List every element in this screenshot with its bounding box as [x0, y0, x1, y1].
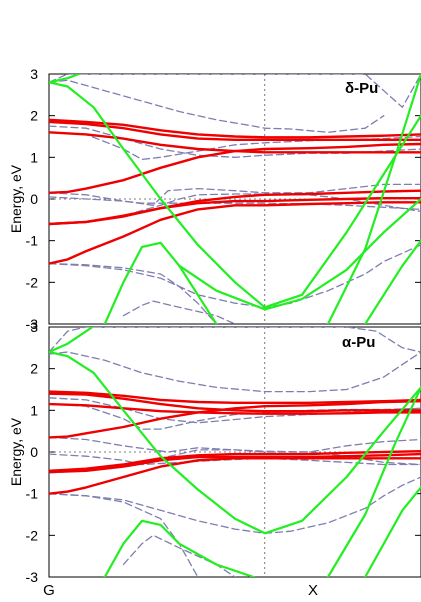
y-tick-label: -3 [26, 316, 39, 332]
band-line-dashed [49, 476, 421, 534]
band-line-green [103, 519, 255, 577]
band-line-red [49, 457, 421, 495]
y-tick-label: 3 [30, 66, 38, 82]
band-line-dashed [49, 327, 421, 353]
band-line-dashed [49, 436, 421, 453]
y-tick-label: 0 [30, 191, 38, 207]
band-line-dashed [49, 183, 421, 206]
y-tick-label: 2 [30, 361, 38, 377]
band-line-dashed [49, 351, 421, 393]
band-line-red [49, 402, 421, 415]
band-line-red [49, 201, 421, 265]
band-line-dashed [122, 534, 236, 577]
y-tick-label: 3 [30, 319, 38, 335]
band-line-green [49, 81, 421, 309]
y-tick-label: 2 [30, 108, 38, 124]
y-tick-label: -3 [26, 569, 39, 585]
delta-pu-panel: -3 -2 -1 0 1 2 3 δ-Pu Energy, eV [8, 66, 421, 332]
band-line-dashed [49, 493, 199, 577]
band-line-dashed [49, 397, 421, 424]
y-tick-label: -2 [26, 527, 39, 543]
band-line-red [49, 118, 421, 139]
band-line-green [178, 264, 218, 324]
band-line-red [49, 142, 421, 194]
band-line-green [364, 239, 421, 324]
band-line-red [49, 400, 421, 439]
band-line-green [103, 197, 421, 324]
y-tick-label: 0 [30, 444, 38, 460]
panel-title-alpha-pu: α-Pu [342, 334, 375, 351]
band-line-dashed [122, 300, 236, 324]
band-line-dashed [49, 79, 385, 133]
band-line-green [364, 486, 421, 577]
band-line-red [49, 450, 421, 472]
band-line-dashed [49, 262, 218, 324]
band-line-red [49, 197, 421, 226]
band-line-green [49, 74, 81, 84]
bands-layer [49, 74, 421, 324]
y-tick-label: -1 [26, 233, 39, 249]
band-line-green [326, 386, 421, 577]
band-line-red [49, 452, 421, 474]
band-line-green [326, 74, 421, 324]
panel-title-delta-pu: δ-Pu [345, 80, 378, 97]
bands-layer [49, 327, 421, 577]
band-line-red [49, 392, 421, 413]
band-line-green [49, 327, 95, 354]
y-tick-label: -2 [26, 274, 39, 290]
y-tick-label: -1 [26, 486, 39, 502]
x-tick-label-g: G [43, 582, 55, 599]
band-line-green [49, 350, 421, 535]
x-tick-label-x: X [308, 582, 318, 599]
y-axis-label-bottom: Energy, eV [8, 417, 24, 486]
band-line-dashed [49, 74, 421, 108]
y-tick-label: 1 [30, 149, 38, 165]
alpha-pu-panel: -3 -2 -1 0 1 2 3 α-Pu Energy, eV G X [8, 319, 421, 599]
y-tick-label: 1 [30, 402, 38, 418]
y-axis-label-top: Energy, eV [8, 164, 24, 233]
band-line-red [49, 120, 421, 141]
